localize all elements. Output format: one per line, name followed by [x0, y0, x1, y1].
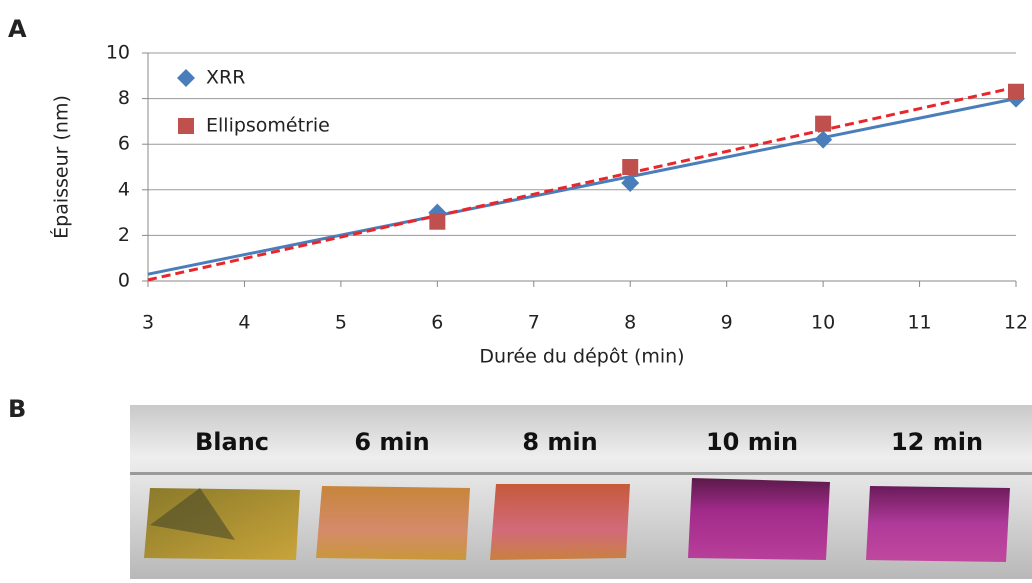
x-tick-label: 8	[624, 312, 636, 334]
trend-line	[147, 85, 1017, 282]
photo-label: 12 min	[891, 428, 983, 456]
x-tick-label: 9	[721, 312, 733, 334]
panel-label: B	[8, 395, 26, 423]
x-tick-label: 4	[238, 312, 250, 334]
legend-marker	[177, 69, 195, 87]
sample	[866, 486, 1010, 562]
x-tick-label: 5	[335, 312, 347, 334]
point	[815, 115, 832, 132]
legend-marker	[178, 118, 194, 134]
x-tick-label: 11	[907, 312, 931, 334]
trend-line	[147, 97, 1017, 276]
legend-label: XRR	[206, 67, 245, 89]
y-tick-label: 2	[118, 224, 130, 246]
y-tick-label: 0	[118, 270, 130, 292]
y-tick-label: 8	[118, 87, 130, 109]
sample-shadow	[150, 488, 235, 540]
x-tick-label: 12	[1004, 312, 1028, 334]
panel-label: A	[8, 15, 27, 43]
photo-label: 6 min	[354, 428, 429, 456]
photo-edge	[130, 472, 1032, 475]
point	[814, 130, 833, 149]
x-tick-label: 3	[142, 312, 154, 334]
sample	[688, 478, 830, 560]
point	[429, 213, 446, 230]
x-tick-label: 10	[811, 312, 835, 334]
photo	[130, 405, 1032, 579]
y-tick-label: 10	[106, 42, 130, 64]
photo-label: 10 min	[706, 428, 798, 456]
sample	[490, 484, 630, 560]
point	[1008, 83, 1024, 100]
y-tick-label: 6	[118, 133, 130, 155]
x-axis-label: Durée du dépôt (min)	[479, 346, 684, 368]
y-tick-label: 4	[118, 178, 130, 200]
point	[621, 173, 640, 192]
photo-label: Blanc	[195, 428, 269, 456]
sample	[316, 486, 470, 560]
point	[622, 159, 639, 175]
y-axis-label: Épaisseur (nm)	[50, 95, 73, 239]
legend-label: Ellipsométrie	[206, 115, 330, 137]
x-tick-label: 7	[528, 312, 540, 334]
photo-label: 8 min	[522, 428, 597, 456]
x-tick-label: 6	[431, 312, 443, 334]
